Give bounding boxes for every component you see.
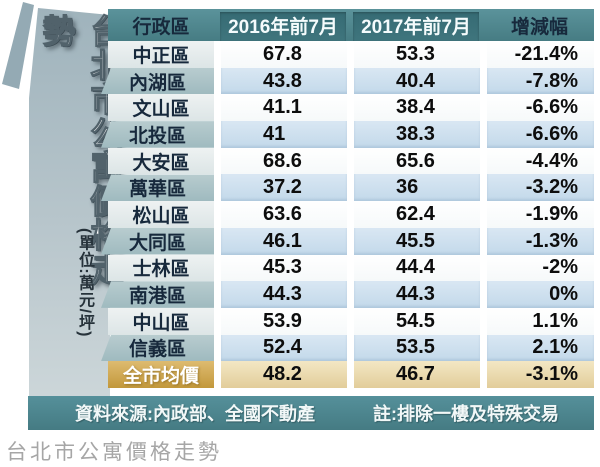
value-2016-cell: 52.4 [221, 334, 347, 362]
value-2016-cell: 41.1 [221, 94, 347, 122]
value-2016-cell: 41 [221, 121, 347, 148]
value-2017-cell: 36 [354, 174, 480, 202]
change-cell: 2.1% [487, 334, 594, 362]
change-cell: -2% [487, 254, 594, 282]
district-cell: 松山區 [108, 201, 214, 228]
average-label-cell: 全市均價 [108, 361, 214, 388]
change-cell: -6.6% [487, 94, 594, 122]
footer-bar: 資料來源:內政部、全國不動產 註:排除一樓及特殊交易 [28, 396, 594, 430]
header-2016-inset-block [220, 12, 346, 41]
average-change-cell: -3.1% [487, 361, 594, 388]
change-cell: 1.1% [487, 307, 594, 335]
average-2017-cell: 46.7 [354, 361, 480, 388]
value-2017-cell: 38.3 [354, 121, 480, 148]
district-cell: 南港區 [101, 281, 214, 308]
value-2016-cell: 67.8 [221, 41, 347, 68]
column-header-district: 行政區 [132, 16, 190, 38]
district-cell: 士林區 [108, 254, 214, 282]
value-2017-cell: 45.5 [354, 227, 480, 255]
banner-body [29, 8, 110, 396]
value-2016-cell: 46.1 [221, 227, 347, 255]
value-2016-cell: 45.3 [221, 254, 347, 282]
value-2017-cell: 40.4 [354, 67, 480, 95]
change-cell: -3.2% [487, 174, 594, 202]
column-header-2016: 2016年前7月 [228, 16, 338, 38]
column-header-2017: 2017年前7月 [361, 16, 471, 38]
value-2017-cell: 53.5 [354, 334, 480, 362]
table-header-row: 行政區 2016年前7月 2017年前7月 增減幅 [108, 9, 594, 41]
banner-arrow-shape [2, 2, 110, 396]
value-2017-cell: 44.4 [354, 254, 480, 282]
value-2016-cell: 63.6 [221, 201, 347, 228]
district-cell: 信義區 [101, 334, 214, 362]
value-2016-cell: 43.8 [221, 67, 347, 95]
district-cell: 中正區 [108, 41, 214, 68]
data-table: 中正區 67.8 53.3 -21.4% 內湖區 43.8 40.4 -7.8%… [101, 41, 594, 388]
value-2016-cell: 53.9 [221, 307, 347, 335]
value-2017-cell: 38.4 [354, 94, 480, 122]
value-2017-cell: 62.4 [354, 201, 480, 228]
change-cell: -6.6% [487, 121, 594, 148]
value-2017-cell: 44.3 [354, 281, 480, 308]
image-caption: 台北市公寓價格走勢 [6, 440, 222, 464]
average-2016-cell: 48.2 [221, 361, 347, 388]
unit-label: (單位:萬元/坪) [76, 228, 93, 338]
value-2017-cell: 54.5 [354, 307, 480, 335]
district-cell: 內湖區 [101, 67, 214, 95]
value-2016-cell: 37.2 [221, 174, 347, 202]
change-cell: -7.8% [487, 67, 594, 95]
district-cell: 大同區 [101, 227, 214, 255]
change-cell: -1.3% [487, 227, 594, 255]
change-cell: -1.9% [487, 201, 594, 228]
change-cell: -4.4% [487, 147, 594, 175]
column-header-change: 增減幅 [510, 16, 568, 38]
banner-barb-stroke [2, 2, 34, 89]
header-2017-inset-block [353, 12, 479, 41]
value-2017-cell: 65.6 [354, 147, 480, 175]
value-2017-cell: 53.3 [354, 41, 480, 68]
value-2016-cell: 44.3 [221, 281, 347, 308]
district-cell: 大安區 [108, 147, 214, 175]
district-cell: 萬華區 [101, 174, 214, 202]
district-cell: 文山區 [108, 94, 214, 122]
source-note: 資料來源:內政部、全國不動產 [75, 404, 315, 424]
change-cell: 0% [487, 281, 594, 308]
district-cell: 北投區 [101, 121, 214, 148]
exclusion-note: 註:排除一樓及特殊交易 [373, 404, 559, 424]
value-2016-cell: 68.6 [221, 147, 347, 175]
district-cell: 中山區 [108, 307, 214, 335]
change-cell: -21.4% [487, 41, 594, 68]
